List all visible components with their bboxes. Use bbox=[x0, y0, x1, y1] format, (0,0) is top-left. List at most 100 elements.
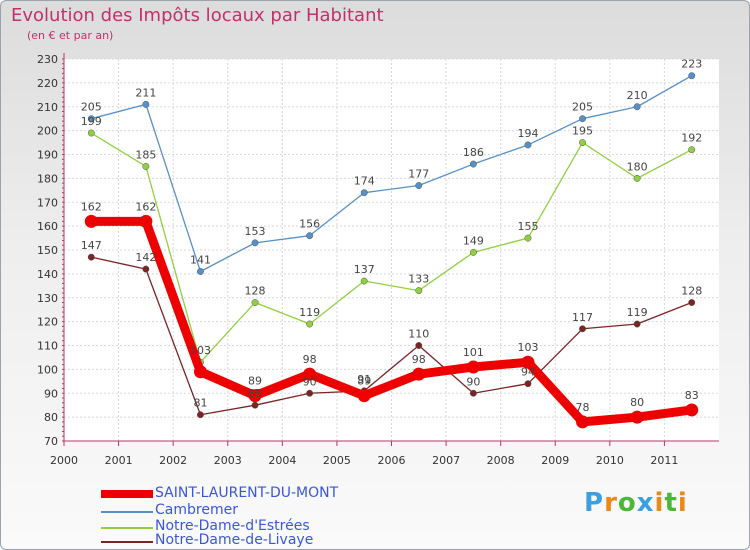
data-point bbox=[688, 146, 696, 154]
data-point bbox=[576, 415, 590, 429]
y-tick-label: 160 bbox=[37, 220, 58, 233]
data-point bbox=[306, 389, 314, 397]
data-label: 210 bbox=[627, 89, 648, 102]
data-point bbox=[142, 265, 150, 273]
data-label: 117 bbox=[572, 311, 593, 324]
data-label: 195 bbox=[572, 125, 593, 138]
data-point bbox=[415, 182, 423, 189]
data-point bbox=[524, 234, 532, 242]
data-point bbox=[579, 115, 586, 123]
legend-item-notre-dame-de-livaye[interactable]: Notre-Dame-de-Livaye bbox=[101, 532, 421, 549]
data-label: 90 bbox=[303, 375, 317, 388]
data-label: 162 bbox=[81, 200, 102, 213]
logo-letter: P bbox=[584, 488, 605, 518]
y-tick-label: 180 bbox=[37, 172, 58, 185]
data-point bbox=[251, 299, 259, 306]
logo-letter: i bbox=[677, 488, 688, 518]
legend-label: Notre-Dame-de-Livaye bbox=[155, 532, 314, 548]
data-point bbox=[197, 411, 204, 419]
grid-layer bbox=[63, 58, 719, 442]
data-point bbox=[142, 100, 150, 108]
data-label: 78 bbox=[576, 401, 590, 414]
y-tick-label: 140 bbox=[37, 268, 58, 281]
data-point bbox=[360, 189, 368, 197]
y-tick-label: 80 bbox=[44, 411, 58, 424]
data-label: 194 bbox=[517, 127, 538, 140]
data-label: 185 bbox=[135, 148, 156, 161]
logo-letter: t bbox=[664, 488, 678, 518]
data-label: 119 bbox=[299, 306, 320, 319]
x-tick-label: 2005 bbox=[323, 454, 351, 467]
data-point bbox=[688, 299, 696, 306]
data-point bbox=[688, 72, 696, 80]
legend-label: SAINT-LAURENT-DU-MONT bbox=[155, 485, 339, 501]
data-point bbox=[197, 268, 204, 275]
data-label: 103 bbox=[517, 341, 538, 354]
x-tick-label: 2001 bbox=[105, 454, 133, 467]
logo-letter: r bbox=[604, 488, 618, 518]
data-label: 205 bbox=[81, 101, 102, 114]
data-label: 101 bbox=[463, 346, 484, 359]
y-tick-label: 130 bbox=[37, 292, 58, 305]
legend-swatch bbox=[101, 541, 153, 543]
proxiti-logo: Proxiti bbox=[584, 488, 688, 518]
data-label: 149 bbox=[463, 234, 484, 247]
chart-title: Evolution des Impôts locaux par Habitant bbox=[11, 5, 384, 26]
legend-item-notre-dame-d-estrees[interactable]: Notre-Dame-d'Estrées bbox=[101, 518, 421, 536]
series-line-1 bbox=[90, 75, 693, 273]
series-line-3 bbox=[90, 256, 693, 416]
y-tick-label: 70 bbox=[44, 435, 58, 448]
data-label: 80 bbox=[630, 396, 644, 409]
series-line-0 bbox=[86, 216, 697, 427]
legend-item-saint-laurent-du-mont[interactable]: SAINT-LAURENT-DU-MONT bbox=[101, 485, 421, 503]
data-label: 110 bbox=[408, 328, 429, 341]
legend-label: Cambremer bbox=[155, 502, 238, 518]
data-label: 174 bbox=[354, 175, 375, 188]
x-tick-label: 2008 bbox=[487, 454, 515, 467]
data-label: 133 bbox=[408, 273, 429, 286]
x-tick-label: 2004 bbox=[268, 454, 296, 467]
data-point bbox=[469, 248, 477, 256]
data-point bbox=[633, 320, 641, 328]
data-label: 141 bbox=[190, 253, 211, 266]
data-point bbox=[579, 325, 586, 333]
legend-label: Notre-Dame-d'Estrées bbox=[155, 518, 310, 534]
data-label: 211 bbox=[135, 86, 156, 99]
data-point bbox=[87, 129, 95, 137]
data-point bbox=[524, 141, 532, 149]
data-label: 83 bbox=[685, 389, 699, 402]
data-label: 89 bbox=[357, 375, 371, 388]
data-point bbox=[685, 403, 699, 417]
data-label: 177 bbox=[408, 168, 429, 181]
data-label: 147 bbox=[81, 239, 102, 252]
data-point bbox=[248, 389, 262, 403]
data-label: 119 bbox=[627, 306, 648, 319]
data-label: 98 bbox=[412, 353, 426, 366]
data-point bbox=[469, 160, 477, 168]
series-line-2 bbox=[90, 132, 693, 363]
data-point bbox=[630, 410, 644, 424]
data-point bbox=[633, 103, 641, 111]
data-label: 85 bbox=[248, 387, 262, 400]
data-label: 205 bbox=[572, 101, 593, 114]
data-point bbox=[360, 277, 368, 285]
data-point bbox=[415, 287, 423, 295]
data-point bbox=[193, 365, 207, 379]
chart-subtitle: (en € et par an) bbox=[27, 29, 114, 42]
x-tick-label: 2006 bbox=[378, 454, 406, 467]
x-tick-label: 2002 bbox=[159, 454, 187, 467]
data-label: 223 bbox=[681, 58, 702, 71]
data-point bbox=[415, 342, 423, 349]
data-point bbox=[251, 239, 259, 247]
y-tick-label: 90 bbox=[44, 387, 58, 400]
y-tick-label: 150 bbox=[37, 244, 58, 257]
y-tick-label: 190 bbox=[37, 149, 58, 162]
data-point bbox=[306, 320, 314, 328]
y-tick-label: 200 bbox=[37, 125, 58, 138]
legend-swatch bbox=[101, 511, 153, 513]
legend-item-cambremer[interactable]: Cambremer bbox=[101, 502, 421, 520]
data-label: 103 bbox=[190, 344, 211, 357]
data-label: 156 bbox=[299, 218, 320, 231]
logo-letter: o bbox=[617, 488, 637, 518]
